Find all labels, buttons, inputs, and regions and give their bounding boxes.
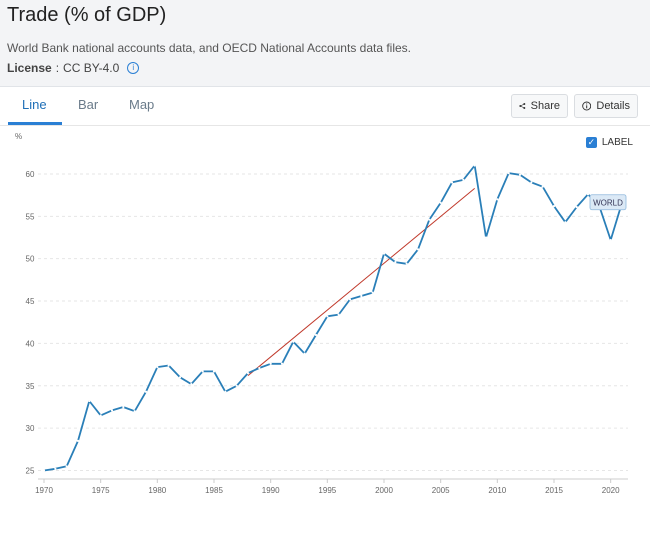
data-point[interactable]: [42, 469, 46, 472]
data-point[interactable]: [88, 399, 91, 403]
data-point[interactable]: [224, 390, 227, 393]
data-point[interactable]: [609, 238, 612, 242]
data-point[interactable]: [394, 260, 397, 264]
info-circle-icon: [582, 101, 592, 111]
x-tick-label: 1975: [92, 486, 110, 495]
data-point[interactable]: [110, 409, 114, 412]
x-tick-label: 1985: [205, 486, 223, 495]
data-point[interactable]: [65, 465, 68, 468]
y-tick-label: 35: [26, 382, 35, 391]
data-point[interactable]: [564, 221, 567, 224]
x-tick-label: 2005: [432, 486, 450, 495]
license: License : CC BY-4.0 i: [7, 61, 140, 75]
license-label: License: [7, 61, 52, 75]
x-tick-label: 1980: [148, 486, 166, 495]
line-chart: % 25 30 35 40 45 50 55 60 1970 1975 1980 1985 1990 1…: [15, 132, 628, 495]
data-point[interactable]: [586, 193, 590, 196]
license-separator: :: [55, 61, 60, 75]
share-button[interactable]: Share: [511, 94, 568, 118]
data-point[interactable]: [201, 370, 204, 373]
data-point[interactable]: [326, 315, 329, 318]
data-point[interactable]: [530, 181, 533, 184]
data-point[interactable]: [575, 205, 578, 209]
data-point[interactable]: [303, 352, 306, 355]
data-point[interactable]: [382, 252, 386, 255]
data-point[interactable]: [439, 201, 442, 204]
share-icon: [519, 103, 526, 109]
label-toggle[interactable]: ✓ LABEL: [585, 137, 633, 148]
x-tick-label: 1990: [262, 486, 280, 495]
x-tick-label: 2000: [375, 486, 393, 495]
details-button[interactable]: Details: [574, 94, 638, 118]
data-point[interactable]: [484, 236, 488, 239]
data-point[interactable]: [212, 370, 216, 373]
data-point[interactable]: [314, 333, 318, 337]
tab-bar[interactable]: Bar: [78, 97, 99, 112]
data-source: World Bank national accounts data, and O…: [7, 41, 412, 55]
data-point[interactable]: [76, 439, 80, 442]
data-point[interactable]: [246, 371, 250, 375]
active-tab-indicator: [8, 122, 62, 125]
y-tick-label: 50: [26, 255, 35, 264]
chart-panel: Line Bar Map Share Details ✓ LABEL % 25 3…: [0, 86, 650, 542]
data-point[interactable]: [292, 340, 295, 343]
data-point[interactable]: [337, 313, 340, 316]
page-title: Trade (% of GDP): [7, 4, 167, 26]
data-point[interactable]: [190, 382, 193, 386]
data-point[interactable]: [54, 467, 57, 470]
y-tick-label: 30: [26, 424, 35, 433]
series-end-label-box: [589, 194, 627, 211]
y-axis-unit-label: %: [15, 132, 22, 141]
y-tick-label: 40: [26, 339, 35, 348]
data-point[interactable]: [428, 218, 431, 221]
data-point[interactable]: [156, 366, 159, 369]
tab-line[interactable]: Line: [22, 97, 47, 112]
y-tick-label: 45: [26, 297, 35, 306]
data-point[interactable]: [133, 410, 136, 413]
data-point[interactable]: [258, 366, 261, 370]
series-line-world[interactable]: [43, 164, 623, 472]
data-point[interactable]: [99, 414, 102, 417]
share-label: Share: [530, 100, 560, 112]
data-point[interactable]: [360, 294, 363, 298]
label-toggle-text: LABEL: [601, 137, 633, 148]
data-point[interactable]: [507, 172, 510, 175]
x-tick-label: 2020: [602, 486, 620, 495]
x-tick-label: 2015: [545, 486, 563, 495]
label-checkbox[interactable]: ✓: [585, 137, 597, 148]
data-point[interactable]: [473, 164, 476, 167]
tab-map[interactable]: Map: [129, 97, 155, 112]
data-point[interactable]: [178, 376, 182, 379]
series-end-label: WORLD: [593, 198, 623, 207]
data-point[interactable]: [269, 362, 272, 365]
data-point[interactable]: [541, 185, 544, 188]
data-point[interactable]: [371, 291, 374, 294]
info-icon[interactable]: i: [127, 62, 140, 74]
x-tick-label: 2010: [488, 486, 506, 495]
data-point[interactable]: [405, 262, 408, 265]
data-point[interactable]: [348, 298, 352, 301]
data-point[interactable]: [462, 178, 465, 181]
license-value: CC BY-4.0: [63, 61, 120, 75]
data-point[interactable]: [122, 405, 125, 409]
data-point[interactable]: [144, 390, 148, 393]
details-label: Details: [596, 100, 630, 112]
chart-tabs: Line Bar Map Share Details: [0, 87, 650, 126]
data-point[interactable]: [280, 362, 284, 365]
trend-line: [247, 187, 475, 377]
y-tick-label: 25: [26, 467, 35, 476]
data-point[interactable]: [416, 248, 420, 251]
data-point[interactable]: [167, 364, 170, 367]
y-tick-label: 60: [26, 170, 35, 179]
data-point[interactable]: [450, 181, 454, 184]
data-point[interactable]: [552, 205, 556, 208]
y-tick-label: 55: [26, 212, 35, 221]
x-tick-label: 1970: [35, 486, 53, 495]
data-point[interactable]: [518, 173, 522, 176]
data-point[interactable]: [235, 384, 238, 387]
data-point[interactable]: [496, 198, 499, 201]
x-tick-label: 1995: [318, 486, 336, 495]
